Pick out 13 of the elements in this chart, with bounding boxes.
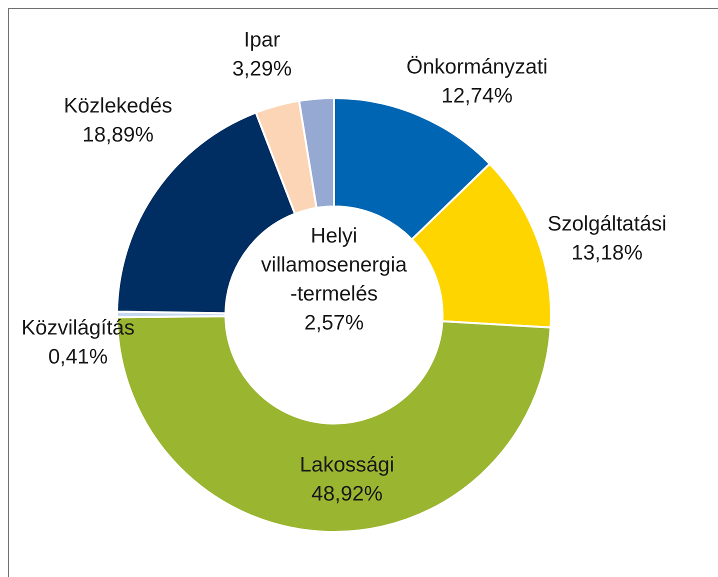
data-label: 48,92% [311, 482, 383, 506]
data-label: 13,18% [571, 241, 643, 264]
data-label: 3,29% [232, 57, 292, 80]
slice-label: Önkormányzati [406, 55, 548, 78]
data-label: 0,41% [48, 345, 108, 368]
slice-label: Közlekedés [64, 94, 172, 118]
slice-label: Helyi villamosenergia-termelés [261, 224, 408, 306]
data-label: 12,74% [441, 84, 513, 108]
slice-label: Szolgáltatási [547, 212, 667, 236]
data-label: 18,89% [82, 123, 154, 146]
slice-label: Lakossági [300, 453, 394, 476]
data-label: 2,57% [304, 311, 364, 334]
slice-label: Ipar [244, 28, 280, 52]
